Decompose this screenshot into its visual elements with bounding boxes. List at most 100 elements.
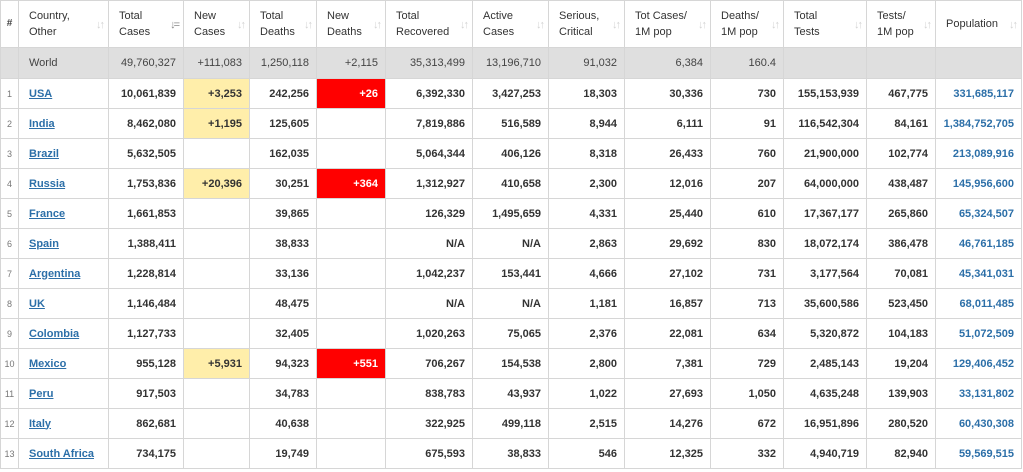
cell-new-deaths (316, 378, 386, 409)
country-link[interactable]: Mexico (29, 357, 67, 370)
cell-total-cases: 1,753,836 (108, 168, 184, 199)
cell-total-recovered: 6,392,330 (385, 78, 473, 109)
sort-descending-icon[interactable]: ↓= (170, 19, 180, 31)
cell-serious-critical: 2,515 (548, 408, 625, 439)
column-header-rank[interactable]: # (0, 0, 19, 48)
column-header-deaths-1m[interactable]: Deaths/ 1M pop ↓↑ (710, 0, 784, 48)
sort-icon[interactable]: ↓↑ (304, 19, 313, 31)
table-row: 10 Mexico 955,128 +5,931 94,323 +551 706,267 15… (0, 348, 1022, 379)
cell-rank: 8 (0, 288, 19, 319)
cell-new-cases (183, 408, 250, 439)
cell-tests-1m: 438,487 (866, 168, 936, 199)
country-link[interactable]: USA (29, 87, 53, 100)
sort-icon[interactable]: ↓↑ (536, 19, 545, 31)
cell-country: Colombia (18, 318, 109, 349)
column-header-tests-1m[interactable]: Tests/ 1M pop ↓↑ (866, 0, 936, 48)
country-link[interactable]: Russia (29, 177, 66, 190)
sort-icon[interactable]: ↓↑ (460, 19, 469, 31)
cell-total-recovered: 1,020,263 (385, 318, 473, 349)
cell-new-deaths (316, 138, 386, 169)
column-header-new-cases[interactable]: New Cases ↓↑ (183, 0, 250, 48)
table-row: 1 USA 10,061,839 +3,253 242,256 +26 6,392,330 3… (0, 78, 1022, 109)
cell-tests-1m: 19,204 (866, 348, 936, 379)
country-link[interactable]: Spain (29, 237, 59, 250)
cell-new-cases (183, 138, 250, 169)
cell-deaths-1m: 830 (710, 228, 784, 259)
cell-new-deaths: +26 (316, 78, 386, 109)
cell-tot-cases-1m: 26,433 (624, 138, 711, 169)
country-link[interactable]: South Africa (29, 447, 94, 460)
column-header-total-recovered[interactable]: Total Recovered ↓↑ (385, 0, 473, 48)
country-link[interactable]: India (29, 117, 55, 130)
cell-serious-critical: 2,376 (548, 318, 625, 349)
column-header-new-deaths[interactable]: New Deaths ↓↑ (316, 0, 386, 48)
sort-icon[interactable]: ↓↑ (923, 19, 932, 31)
cell-deaths-1m: 672 (710, 408, 784, 439)
column-header-country[interactable]: Country, Other ↓↑ (18, 0, 109, 48)
world-total-row: World 49,760,327 +111,083 1,250,118 +2,115 35… (0, 47, 1022, 79)
cell-total-deaths: 30,251 (249, 168, 317, 199)
table-row: 5 France 1,661,853 39,865 126,329 1,495,659 4,… (0, 198, 1022, 229)
cell-tests-1m: 523,450 (866, 288, 936, 319)
column-header-total-cases[interactable]: Total Cases ↓= (108, 0, 184, 48)
cell-active-cases: 43,937 (472, 378, 549, 409)
table-row: 9 Colombia 1,127,733 32,405 1,020,263 75,065 2… (0, 318, 1022, 349)
cell-total-cases: 1,127,733 (108, 318, 184, 349)
sort-icon[interactable]: ↓↑ (237, 19, 246, 31)
cell-active-cases: N/A (472, 228, 549, 259)
country-link[interactable]: Colombia (29, 327, 80, 340)
cell-total-tests: 4,635,248 (783, 378, 867, 409)
sort-icon[interactable]: ↓↑ (1009, 19, 1018, 31)
cell-rank: 3 (0, 138, 19, 169)
cell-active-cases: 75,065 (472, 318, 549, 349)
cell-total-tests: 64,000,000 (783, 168, 867, 199)
cell-total-cases: 917,503 (108, 378, 184, 409)
sort-icon[interactable]: ↓↑ (96, 19, 105, 31)
sort-icon[interactable]: ↓↑ (698, 19, 707, 31)
cell-total-tests: 116,542,304 (783, 108, 867, 139)
cell-total-deaths: 162,035 (249, 138, 317, 169)
cell-country: France (18, 198, 109, 229)
cell-serious-critical: 4,666 (548, 258, 625, 289)
cell-rank: 5 (0, 198, 19, 229)
sort-icon[interactable]: ↓↑ (771, 19, 780, 31)
sort-icon[interactable]: ↓↑ (854, 19, 863, 31)
cell-new-cases (183, 228, 250, 259)
country-link[interactable]: France (29, 207, 66, 220)
column-header-tot-cases-1m[interactable]: Tot Cases/ 1M pop ↓↑ (624, 0, 711, 48)
cell-new-deaths (316, 198, 386, 229)
country-link[interactable]: Peru (29, 387, 54, 400)
cell-total-cases: 1,228,814 (108, 258, 184, 289)
cell-tot-cases-1m: 27,693 (624, 378, 711, 409)
cell-population: 45,341,031 (935, 258, 1022, 289)
column-header-total-tests[interactable]: Total Tests ↓↑ (783, 0, 867, 48)
country-link[interactable]: Italy (29, 417, 52, 430)
cell-serious-critical: 1,181 (548, 288, 625, 319)
cell-country: Spain (18, 228, 109, 259)
sort-icon[interactable]: ↓↑ (612, 19, 621, 31)
country-link[interactable]: Brazil (29, 147, 59, 160)
cell-serious-critical: 18,303 (548, 78, 625, 109)
country-link[interactable]: Argentina (29, 267, 81, 280)
cell-deaths-1m: 730 (710, 78, 784, 109)
cell-new-cases (183, 318, 250, 349)
cell-deaths-1m: 713 (710, 288, 784, 319)
column-header-active-cases[interactable]: Active Cases ↓↑ (472, 0, 549, 48)
cell-new-cases: +1,195 (183, 108, 250, 139)
cell-total-deaths: 34,783 (249, 378, 317, 409)
cell-population: 68,011,485 (935, 288, 1022, 319)
sort-icon[interactable]: ↓↑ (373, 19, 382, 31)
cell-new-deaths: +2,115 (316, 47, 386, 79)
column-header-total-deaths[interactable]: Total Deaths ↓↑ (249, 0, 317, 48)
cell-total-recovered: 322,925 (385, 408, 473, 439)
cell-serious-critical: 8,318 (548, 138, 625, 169)
column-header-serious-critical[interactable]: Serious, Critical ↓↑ (548, 0, 625, 48)
country-link[interactable]: UK (29, 297, 45, 310)
column-header-population[interactable]: Population ↓↑ (935, 0, 1022, 48)
cell-active-cases: 499,118 (472, 408, 549, 439)
cell-country: Mexico (18, 348, 109, 379)
cell-total-deaths: 94,323 (249, 348, 317, 379)
cell-total-tests: 4,940,719 (783, 438, 867, 469)
cell-rank: 10 (0, 348, 19, 379)
